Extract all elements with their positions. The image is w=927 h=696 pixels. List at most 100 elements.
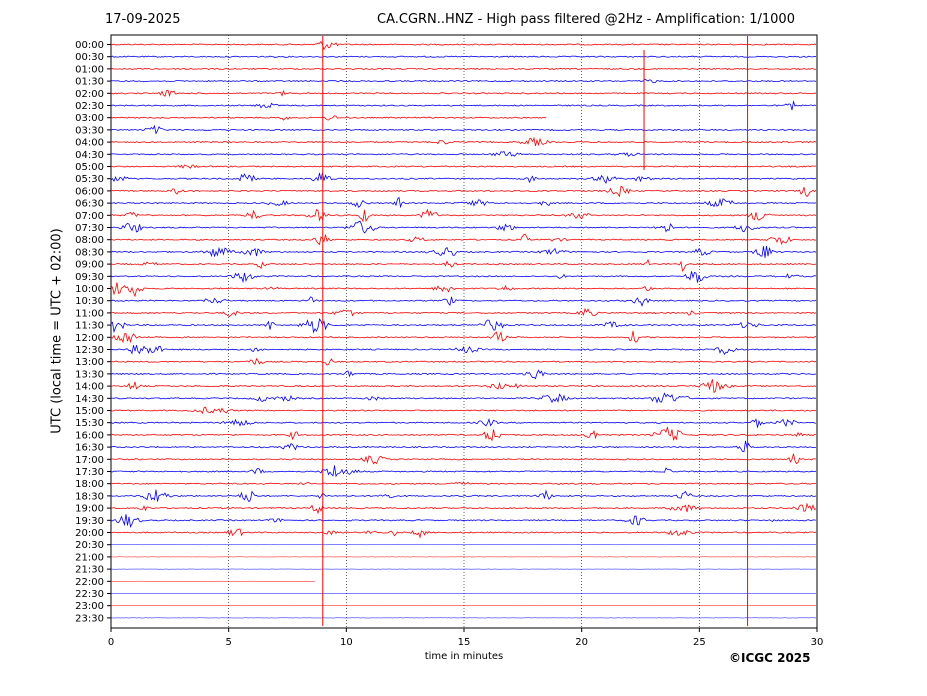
y-tick-label: 05:30	[75, 174, 104, 185]
y-tick-label: 03:30	[75, 125, 104, 136]
trace-0300	[110, 115, 547, 121]
trace-0530	[110, 172, 817, 185]
y-tick-label: 13:30	[75, 369, 104, 380]
trace-1230	[110, 345, 817, 356]
x-tick-label: 10	[340, 637, 353, 648]
y-tick-label: 00:00	[75, 40, 104, 51]
y-tick-label: 12:00	[75, 333, 104, 344]
trace-1500	[110, 406, 817, 415]
x-tick-label: 5	[225, 637, 231, 648]
trace-0430	[110, 150, 817, 157]
y-tick-label: 22:00	[75, 577, 104, 588]
trace-0330	[110, 124, 817, 135]
x-tick-label: 0	[108, 637, 114, 648]
y-tick-label: 20:30	[75, 540, 104, 551]
trace-1900	[110, 502, 817, 515]
trace-0200	[110, 89, 817, 98]
trace-0000	[111, 40, 817, 51]
trace-0100	[110, 67, 817, 70]
trace-1000	[110, 282, 817, 298]
y-tick-label: 02:30	[75, 101, 104, 112]
y-tick-label: 19:00	[75, 504, 104, 515]
y-tick-label: 16:30	[75, 443, 104, 454]
y-tick-label: 20:00	[75, 528, 104, 539]
y-tick-label: 16:00	[75, 430, 104, 441]
y-tick-label: 13:00	[75, 357, 104, 368]
y-tick-label: 04:00	[75, 138, 104, 149]
y-tick-label: 10:00	[75, 284, 104, 295]
trace-0800	[110, 233, 817, 246]
y-tick-label: 07:30	[75, 223, 104, 234]
trace-0400	[110, 136, 817, 147]
y-tick-label: 10:30	[75, 296, 104, 307]
trace-0230	[110, 100, 817, 111]
y-tick-label: 06:30	[75, 199, 104, 210]
trace-1730	[110, 465, 817, 478]
y-tick-label: 07:00	[75, 211, 104, 222]
trace-1700	[110, 453, 816, 465]
trace-1100	[110, 307, 817, 317]
trace-0030	[110, 55, 817, 58]
y-tick-label: 18:00	[75, 479, 104, 490]
y-tick-label: 06:00	[75, 186, 104, 197]
y-tick-label: 14:00	[75, 382, 104, 393]
x-tick-label: 25	[693, 637, 706, 648]
date-label: 17-09-2025	[105, 12, 181, 27]
trace-1530	[110, 417, 816, 428]
x-tick-label: 15	[458, 637, 471, 648]
x-tick-label: 20	[575, 637, 588, 648]
trace-0600	[110, 185, 817, 198]
trace-0700	[110, 208, 817, 223]
trace-0730	[110, 220, 817, 234]
y-tick-label: 19:30	[75, 516, 104, 527]
y-tick-label: 11:00	[75, 308, 104, 319]
y-tick-label: 21:00	[75, 552, 104, 563]
copyright-label: ©ICGC 2025	[729, 651, 811, 665]
y-tick-label: 18:30	[75, 491, 104, 502]
trace-0900	[110, 258, 817, 272]
y-tick-label: 04:30	[75, 150, 104, 161]
trace-2000	[110, 528, 817, 539]
y-tick-label: 01:30	[75, 77, 104, 88]
trace-1200	[110, 330, 817, 344]
x-axis-label: time in minutes	[424, 651, 504, 662]
y-tick-label: 17:30	[75, 467, 104, 478]
trace-0130	[110, 78, 817, 84]
trace-1330	[110, 369, 817, 380]
trace-1300	[110, 357, 817, 366]
trace-0930	[110, 271, 817, 284]
trace-0500	[110, 164, 817, 169]
trace-0630	[110, 196, 817, 209]
trace-1400	[110, 379, 817, 394]
y-tick-label: 02:00	[75, 89, 104, 100]
trace-1800	[110, 481, 817, 486]
trace-1130	[110, 317, 817, 334]
trace-0830	[110, 245, 817, 258]
y-tick-label: 21:30	[75, 565, 104, 576]
y-tick-label: 03:00	[75, 113, 104, 124]
y-tick-label: 09:30	[75, 272, 104, 283]
y-tick-label: 22:30	[75, 589, 104, 600]
trace-1830	[110, 489, 817, 503]
y-tick-label: 23:30	[75, 613, 104, 624]
y-tick-label: 15:30	[75, 418, 104, 429]
y-tick-label: 23:00	[75, 601, 104, 612]
x-tick-label: 30	[811, 637, 824, 648]
trace-1030	[110, 296, 817, 307]
y-tick-label: 11:30	[75, 321, 104, 332]
y-tick-label: 17:00	[75, 455, 104, 466]
trace-1930	[111, 514, 817, 529]
y-tick-label: 01:00	[75, 64, 104, 75]
y-tick-label: 08:00	[75, 235, 104, 246]
y-tick-label: 08:30	[75, 247, 104, 258]
y-tick-label: 00:30	[75, 52, 104, 63]
y-tick-label: 09:00	[75, 260, 104, 271]
chart-title: CA.CGRN..HNZ - High pass filtered @2Hz -…	[377, 12, 795, 27]
y-tick-label: 15:00	[75, 406, 104, 417]
trace-1600	[110, 426, 817, 442]
trace-1430	[111, 392, 817, 404]
y-tick-label: 12:30	[75, 345, 104, 356]
y-tick-label: 14:30	[75, 394, 104, 405]
trace-1630	[110, 440, 816, 453]
